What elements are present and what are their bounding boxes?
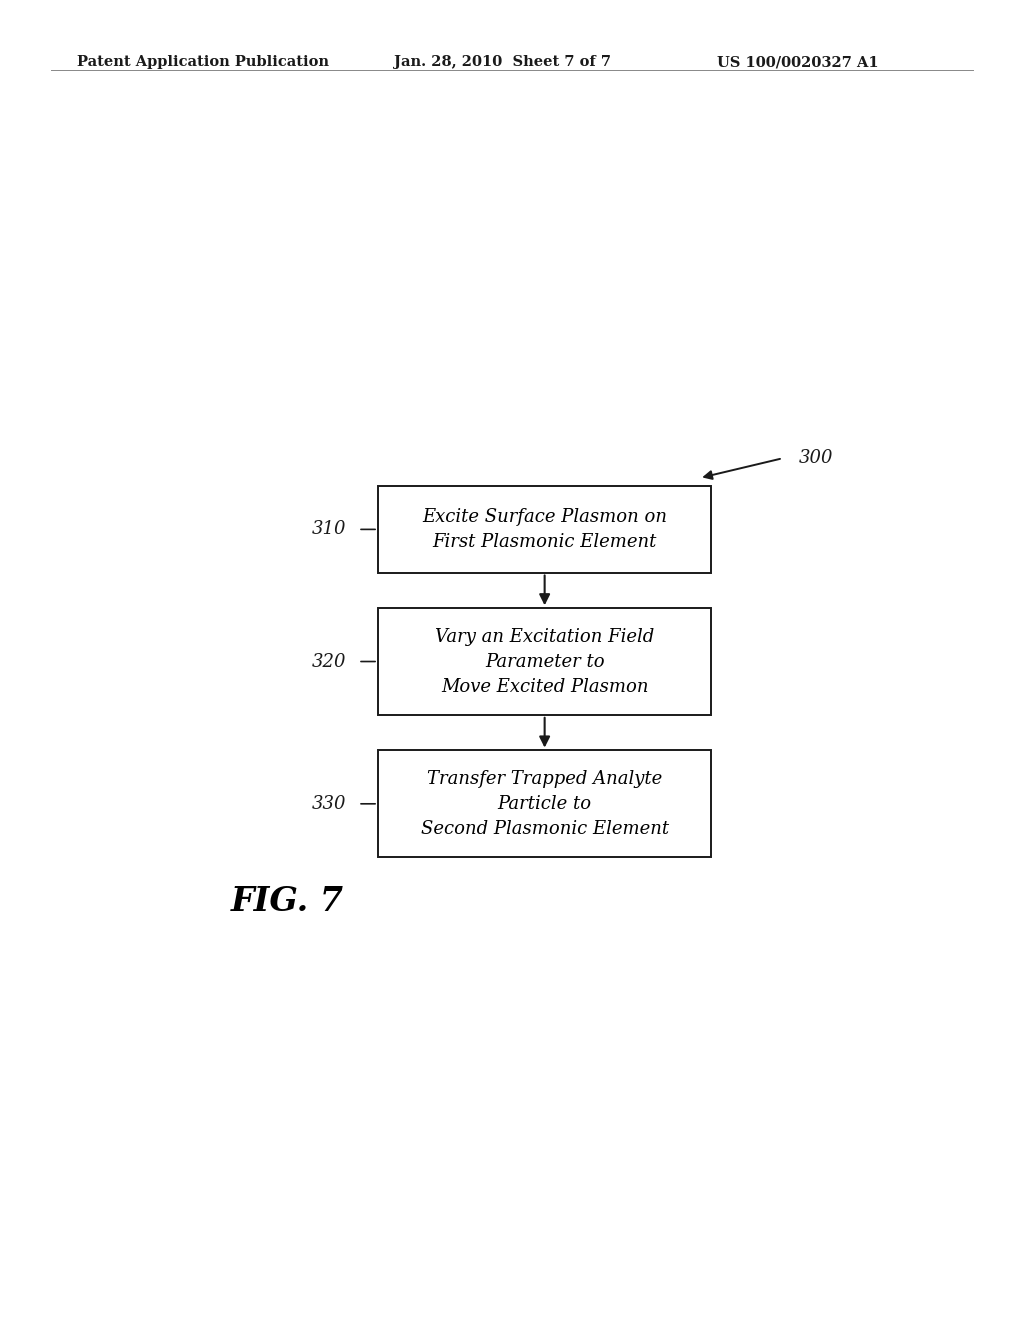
Text: FIG. 7: FIG. 7 [231, 886, 344, 919]
FancyBboxPatch shape [378, 751, 712, 857]
Text: Transfer Trapped Analyte
Particle to
Second Plasmonic Element: Transfer Trapped Analyte Particle to Sec… [421, 770, 669, 838]
Text: 330: 330 [311, 795, 346, 813]
FancyBboxPatch shape [378, 486, 712, 573]
Text: 300: 300 [799, 449, 834, 467]
Text: Excite Surface Plasmon on
First Plasmonic Element: Excite Surface Plasmon on First Plasmoni… [422, 508, 668, 550]
Text: 310: 310 [311, 520, 346, 539]
Text: Jan. 28, 2010  Sheet 7 of 7: Jan. 28, 2010 Sheet 7 of 7 [394, 55, 611, 70]
Text: Patent Application Publication: Patent Application Publication [77, 55, 329, 70]
FancyBboxPatch shape [378, 609, 712, 715]
Text: US 100/0020327 A1: US 100/0020327 A1 [717, 55, 879, 70]
Text: 320: 320 [311, 652, 346, 671]
Text: Vary an Excitation Field
Parameter to
Move Excited Plasmon: Vary an Excitation Field Parameter to Mo… [435, 627, 654, 696]
